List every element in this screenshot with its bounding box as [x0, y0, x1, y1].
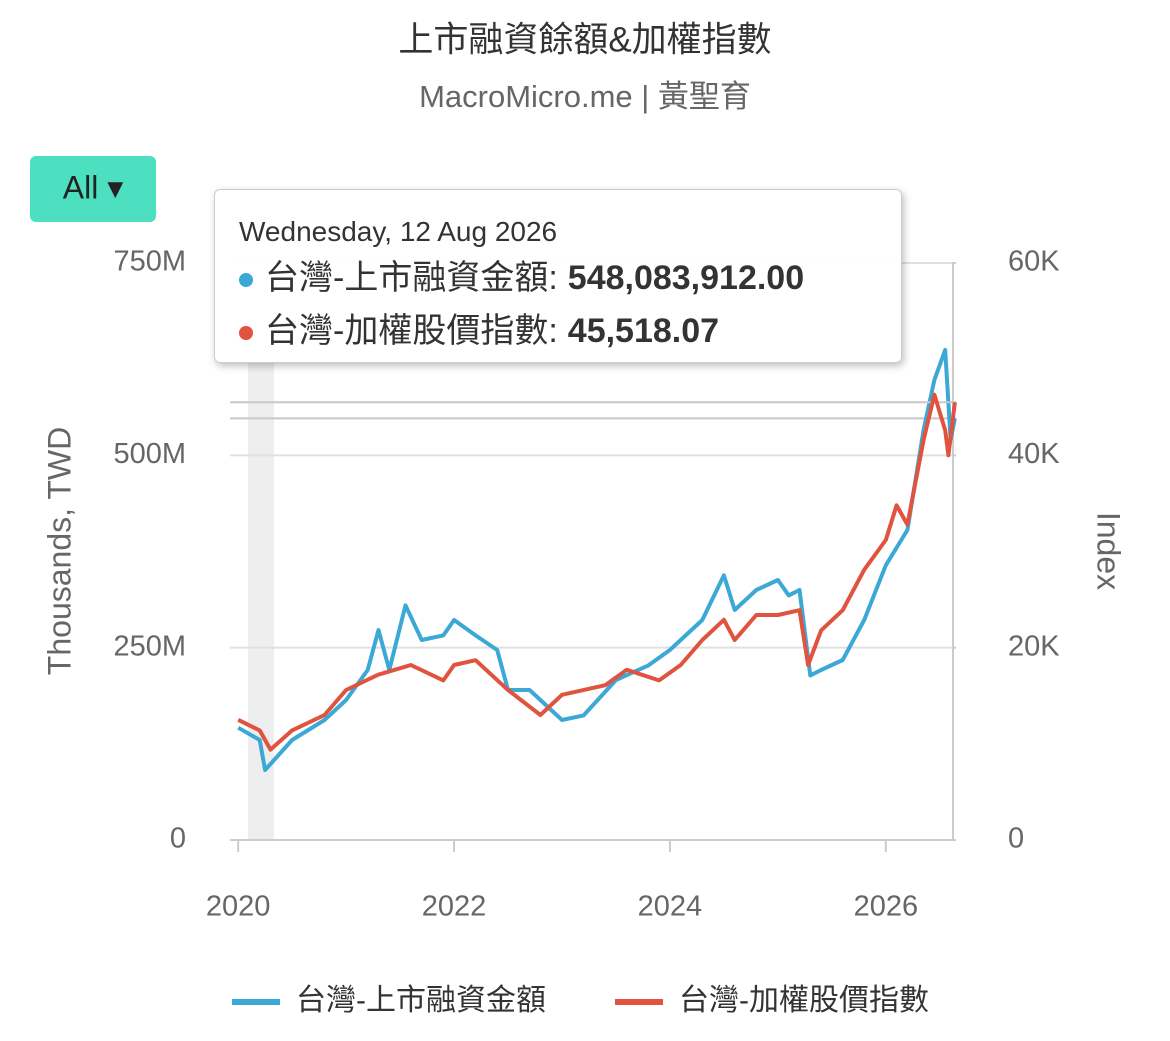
tooltip-dot — [239, 326, 253, 341]
x-tick-label: 2022 — [422, 891, 487, 923]
y2-tick-label: 60K — [1008, 246, 1060, 278]
x-tick-label: 2020 — [206, 891, 271, 923]
tooltip-value: 45,518.07 — [567, 312, 720, 350]
tooltip-label: 台灣-上市融資金額: — [265, 259, 558, 297]
legend-label: 台灣-上市融資金額 — [296, 984, 546, 1017]
tooltip-label: 台灣-加權股價指數: — [265, 312, 558, 350]
chart-subtitle: MacroMicro.me | 黃聖育 — [419, 79, 751, 114]
x-tick-label: 2026 — [854, 891, 919, 923]
tooltip-row: 台灣-上市融資金額: 548,083,912.00 — [239, 250, 901, 299]
tooltip-dot — [239, 273, 253, 288]
x-tick-label: 2024 — [638, 891, 703, 923]
legend-label: 台灣-加權股價指數 — [679, 984, 929, 1017]
legend: 台灣-上市融資金額 台灣-加權股價指數 — [232, 984, 929, 1017]
series-line — [237, 392, 957, 752]
range-button-bg[interactable] — [30, 156, 156, 222]
tooltip-items: 台灣-上市融資金額: 548,083,912.00 台灣-加權股價指數: 45,518… — [239, 250, 901, 352]
tooltip-value: 548,083,912.00 — [567, 259, 805, 297]
range-button[interactable]: All ▾ — [30, 156, 156, 222]
y-tick-label: 0 — [170, 823, 186, 855]
y-axis-title: Thousands, TWD — [41, 427, 77, 675]
y-tick-label: 500M — [113, 438, 186, 470]
y2-tick-label: 20K — [1008, 630, 1060, 662]
y-tick-label: 750M — [113, 246, 186, 278]
y2-tick-label: 0 — [1008, 823, 1024, 855]
chart-title: 上市融資餘額&加權指數 — [398, 20, 771, 59]
y2-axis-title: Index — [1091, 512, 1127, 590]
tooltip-date: Wednesday, 12 Aug 2026 — [239, 216, 558, 247]
tooltip: Wednesday, 12 Aug 2026 台灣-上市融資金額: 548,083… — [214, 189, 902, 363]
plot-area: 0 250M 500M 750M 0 20K 40K 60K 2020 2022 2024 2026 — [113, 246, 1060, 923]
range-button-label[interactable]: All ▾ — [63, 169, 124, 205]
y2-tick-label: 40K — [1008, 438, 1060, 470]
series-line — [237, 347, 957, 772]
tooltip-row: 台灣-加權股價指數: 45,518.07 — [239, 303, 901, 352]
y-tick-label: 250M — [113, 630, 186, 662]
